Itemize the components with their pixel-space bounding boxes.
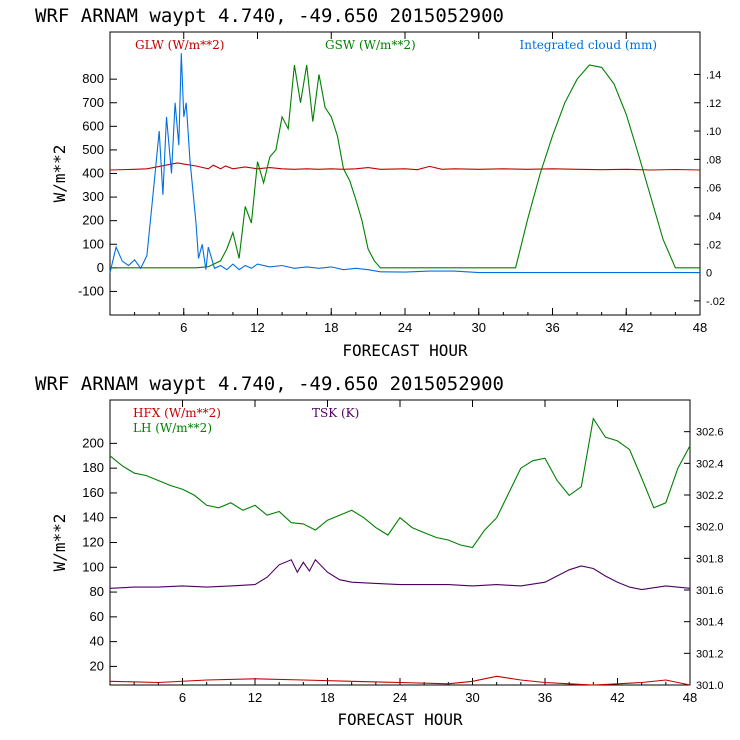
x-tick-label: 12 — [248, 690, 262, 705]
series-line-gsw — [110, 64, 700, 269]
x-axis-label: FORECAST HOUR — [342, 341, 468, 360]
y-tick-label: 400 — [82, 166, 104, 181]
y-axis-label: W/m**2 — [50, 514, 69, 572]
series-line-integrated — [109, 53, 700, 274]
legend-hfx: HFX (W/m**2) — [133, 406, 221, 420]
y2-tick-label: 302.4 — [696, 458, 724, 470]
y-tick-label: 600 — [82, 118, 104, 133]
x-tick-label: 24 — [393, 690, 407, 705]
y-tick-label: 200 — [82, 435, 104, 450]
y2-tick-label: 301.2 — [696, 648, 724, 660]
y-tick-label: 120 — [82, 535, 104, 550]
plot-frame — [109, 399, 691, 686]
y-tick-label: 20 — [90, 658, 104, 673]
y2-tick-label: 302.6 — [696, 427, 724, 439]
y-tick-label: 300 — [82, 189, 104, 204]
legend-glw: GLW (W/m**2) — [135, 38, 224, 52]
series-line-glw — [109, 162, 701, 171]
x-axis-label: FORECAST HOUR — [337, 710, 463, 729]
y2-tick-label: 302.2 — [696, 490, 724, 502]
y-axis-label: W/m**2 — [50, 145, 69, 203]
y2-tick-label: .04 — [706, 211, 721, 223]
bottom-panel-hfx-lh-tsk: WRF ARNAM waypt 4.740, -49.650 201505290… — [35, 373, 724, 729]
x-tick-label: 48 — [683, 690, 697, 705]
y-tick-label: 140 — [82, 510, 104, 525]
y-tick-label: 0 — [97, 260, 104, 275]
legend-lh: LH (W/m**2) — [133, 421, 212, 435]
y2-tick-label: 0 — [706, 268, 712, 280]
y2-tick-label: 302.0 — [696, 522, 724, 534]
y2-tick-label: .14 — [706, 69, 721, 81]
y-tick-label: -100 — [78, 283, 104, 298]
y2-tick-label: .06 — [706, 183, 721, 195]
legend-gsw: GSW (W/m**2) — [325, 38, 416, 52]
x-tick-label: 18 — [324, 320, 338, 335]
y-tick-label: 80 — [90, 584, 104, 599]
y-tick-label: 100 — [82, 559, 104, 574]
y2-tick-label: -.02 — [706, 296, 725, 308]
chart-title: WRF ARNAM waypt 4.740, -49.650 201505290… — [35, 373, 504, 395]
x-tick-label: 42 — [619, 320, 633, 335]
x-tick-label: 30 — [472, 320, 486, 335]
y-tick-label: 40 — [90, 634, 104, 649]
x-tick-label: 6 — [179, 690, 186, 705]
series-line-lh — [109, 417, 691, 549]
y2-tick-label: 301.8 — [696, 553, 724, 565]
top-panel-glw-gsw-cloud: WRF ARNAM waypt 4.740, -49.650 201505290… — [35, 5, 725, 360]
y2-tick-label: .10 — [706, 126, 721, 138]
x-tick-label: 24 — [398, 320, 412, 335]
y-tick-label: 60 — [90, 609, 104, 624]
x-tick-label: 48 — [693, 320, 707, 335]
y-tick-label: 800 — [82, 71, 104, 86]
y-tick-label: 500 — [82, 142, 104, 157]
y-tick-label: 160 — [82, 485, 104, 500]
series-line-tsk — [109, 558, 691, 591]
y-tick-label: 100 — [82, 236, 104, 251]
legend-integrated: Integrated cloud (mm) — [519, 38, 657, 52]
x-tick-label: 30 — [465, 690, 479, 705]
x-tick-label: 36 — [545, 320, 559, 335]
series-line-hfx — [109, 675, 691, 686]
chart-title: WRF ARNAM waypt 4.740, -49.650 201505290… — [35, 5, 504, 27]
x-tick-label: 6 — [180, 320, 187, 335]
y-tick-label: 700 — [82, 95, 104, 110]
y-tick-label: 200 — [82, 213, 104, 228]
y2-tick-label: 301.6 — [696, 585, 724, 597]
y2-tick-label: .12 — [706, 98, 721, 110]
y-tick-label: 180 — [82, 460, 104, 475]
y2-tick-label: .08 — [706, 154, 721, 166]
x-tick-label: 42 — [610, 690, 624, 705]
legend-tsk: TSK (K) — [312, 406, 359, 420]
y2-tick-label: 301.4 — [696, 617, 724, 629]
x-tick-label: 12 — [250, 320, 264, 335]
x-tick-label: 36 — [538, 690, 552, 705]
x-tick-label: 18 — [320, 690, 334, 705]
y2-tick-label: 301.0 — [696, 680, 724, 692]
y2-tick-label: .02 — [706, 239, 721, 251]
